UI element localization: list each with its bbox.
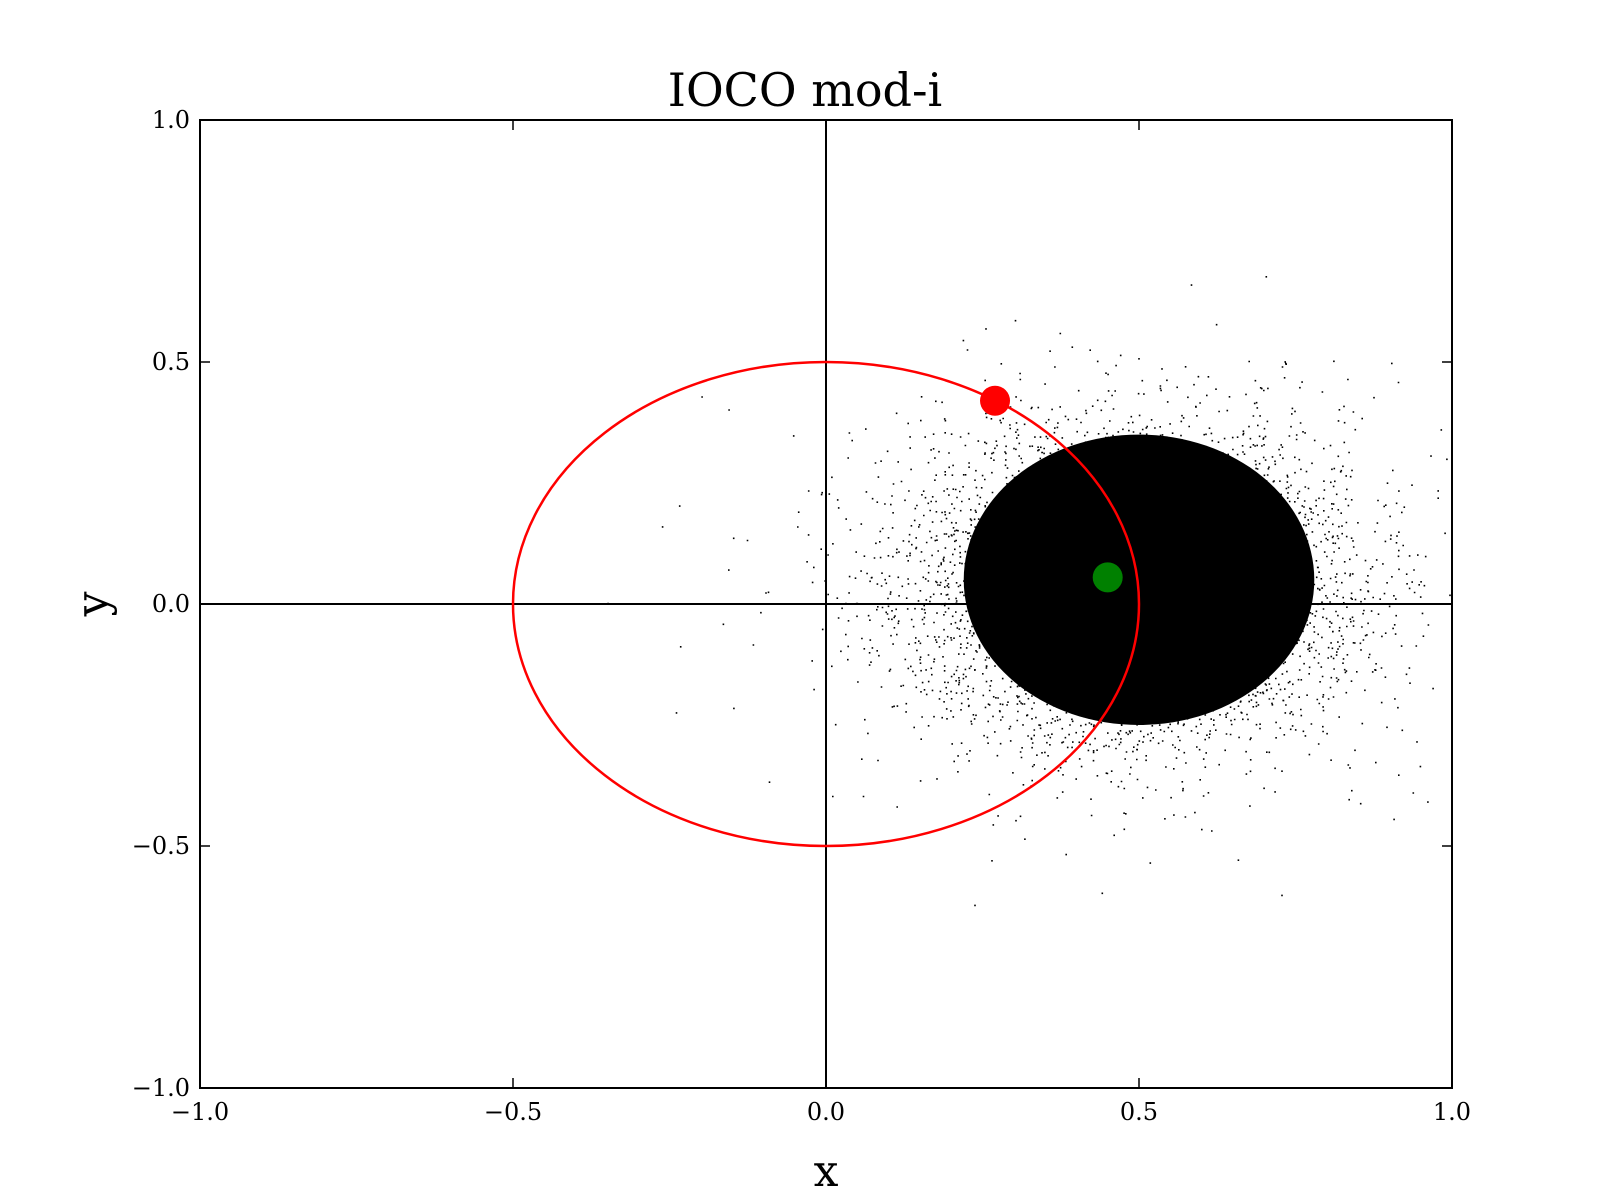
green-marker: [1092, 562, 1123, 593]
y-tick-label: −0.5: [132, 832, 190, 860]
scatter-dense-core: [963, 434, 1315, 725]
red-ellipse: [511, 360, 1141, 848]
y-axis-label: y: [67, 591, 118, 617]
y-tick-label: 0.5: [152, 348, 190, 376]
y-tick-label: 1.0: [152, 106, 190, 134]
reference-lines: [200, 120, 1452, 1088]
red-marker: [980, 385, 1011, 416]
scatter-point-cloud: [607, 276, 1451, 907]
highlight-markers: [980, 385, 1123, 593]
x-tick-label: 0.0: [807, 1098, 845, 1126]
y-tick-label: 0.0: [152, 590, 190, 618]
red-circle-outline: [511, 360, 1141, 848]
y-tick-label: −1.0: [132, 1074, 190, 1102]
x-tick-label: −0.5: [484, 1098, 542, 1126]
x-tick-label: −1.0: [171, 1098, 229, 1126]
x-axis-label: x: [814, 1146, 839, 1197]
x-tick-label: 0.5: [1120, 1098, 1158, 1126]
x-tick-label: 1.0: [1433, 1098, 1471, 1126]
chart-title: IOCO mod-i: [668, 63, 942, 117]
axis-ticks: −1.0 −0.5 0.0 0.5 1.0 −1.0 −0.5 0.0 0.5 1.0: [132, 106, 1471, 1126]
